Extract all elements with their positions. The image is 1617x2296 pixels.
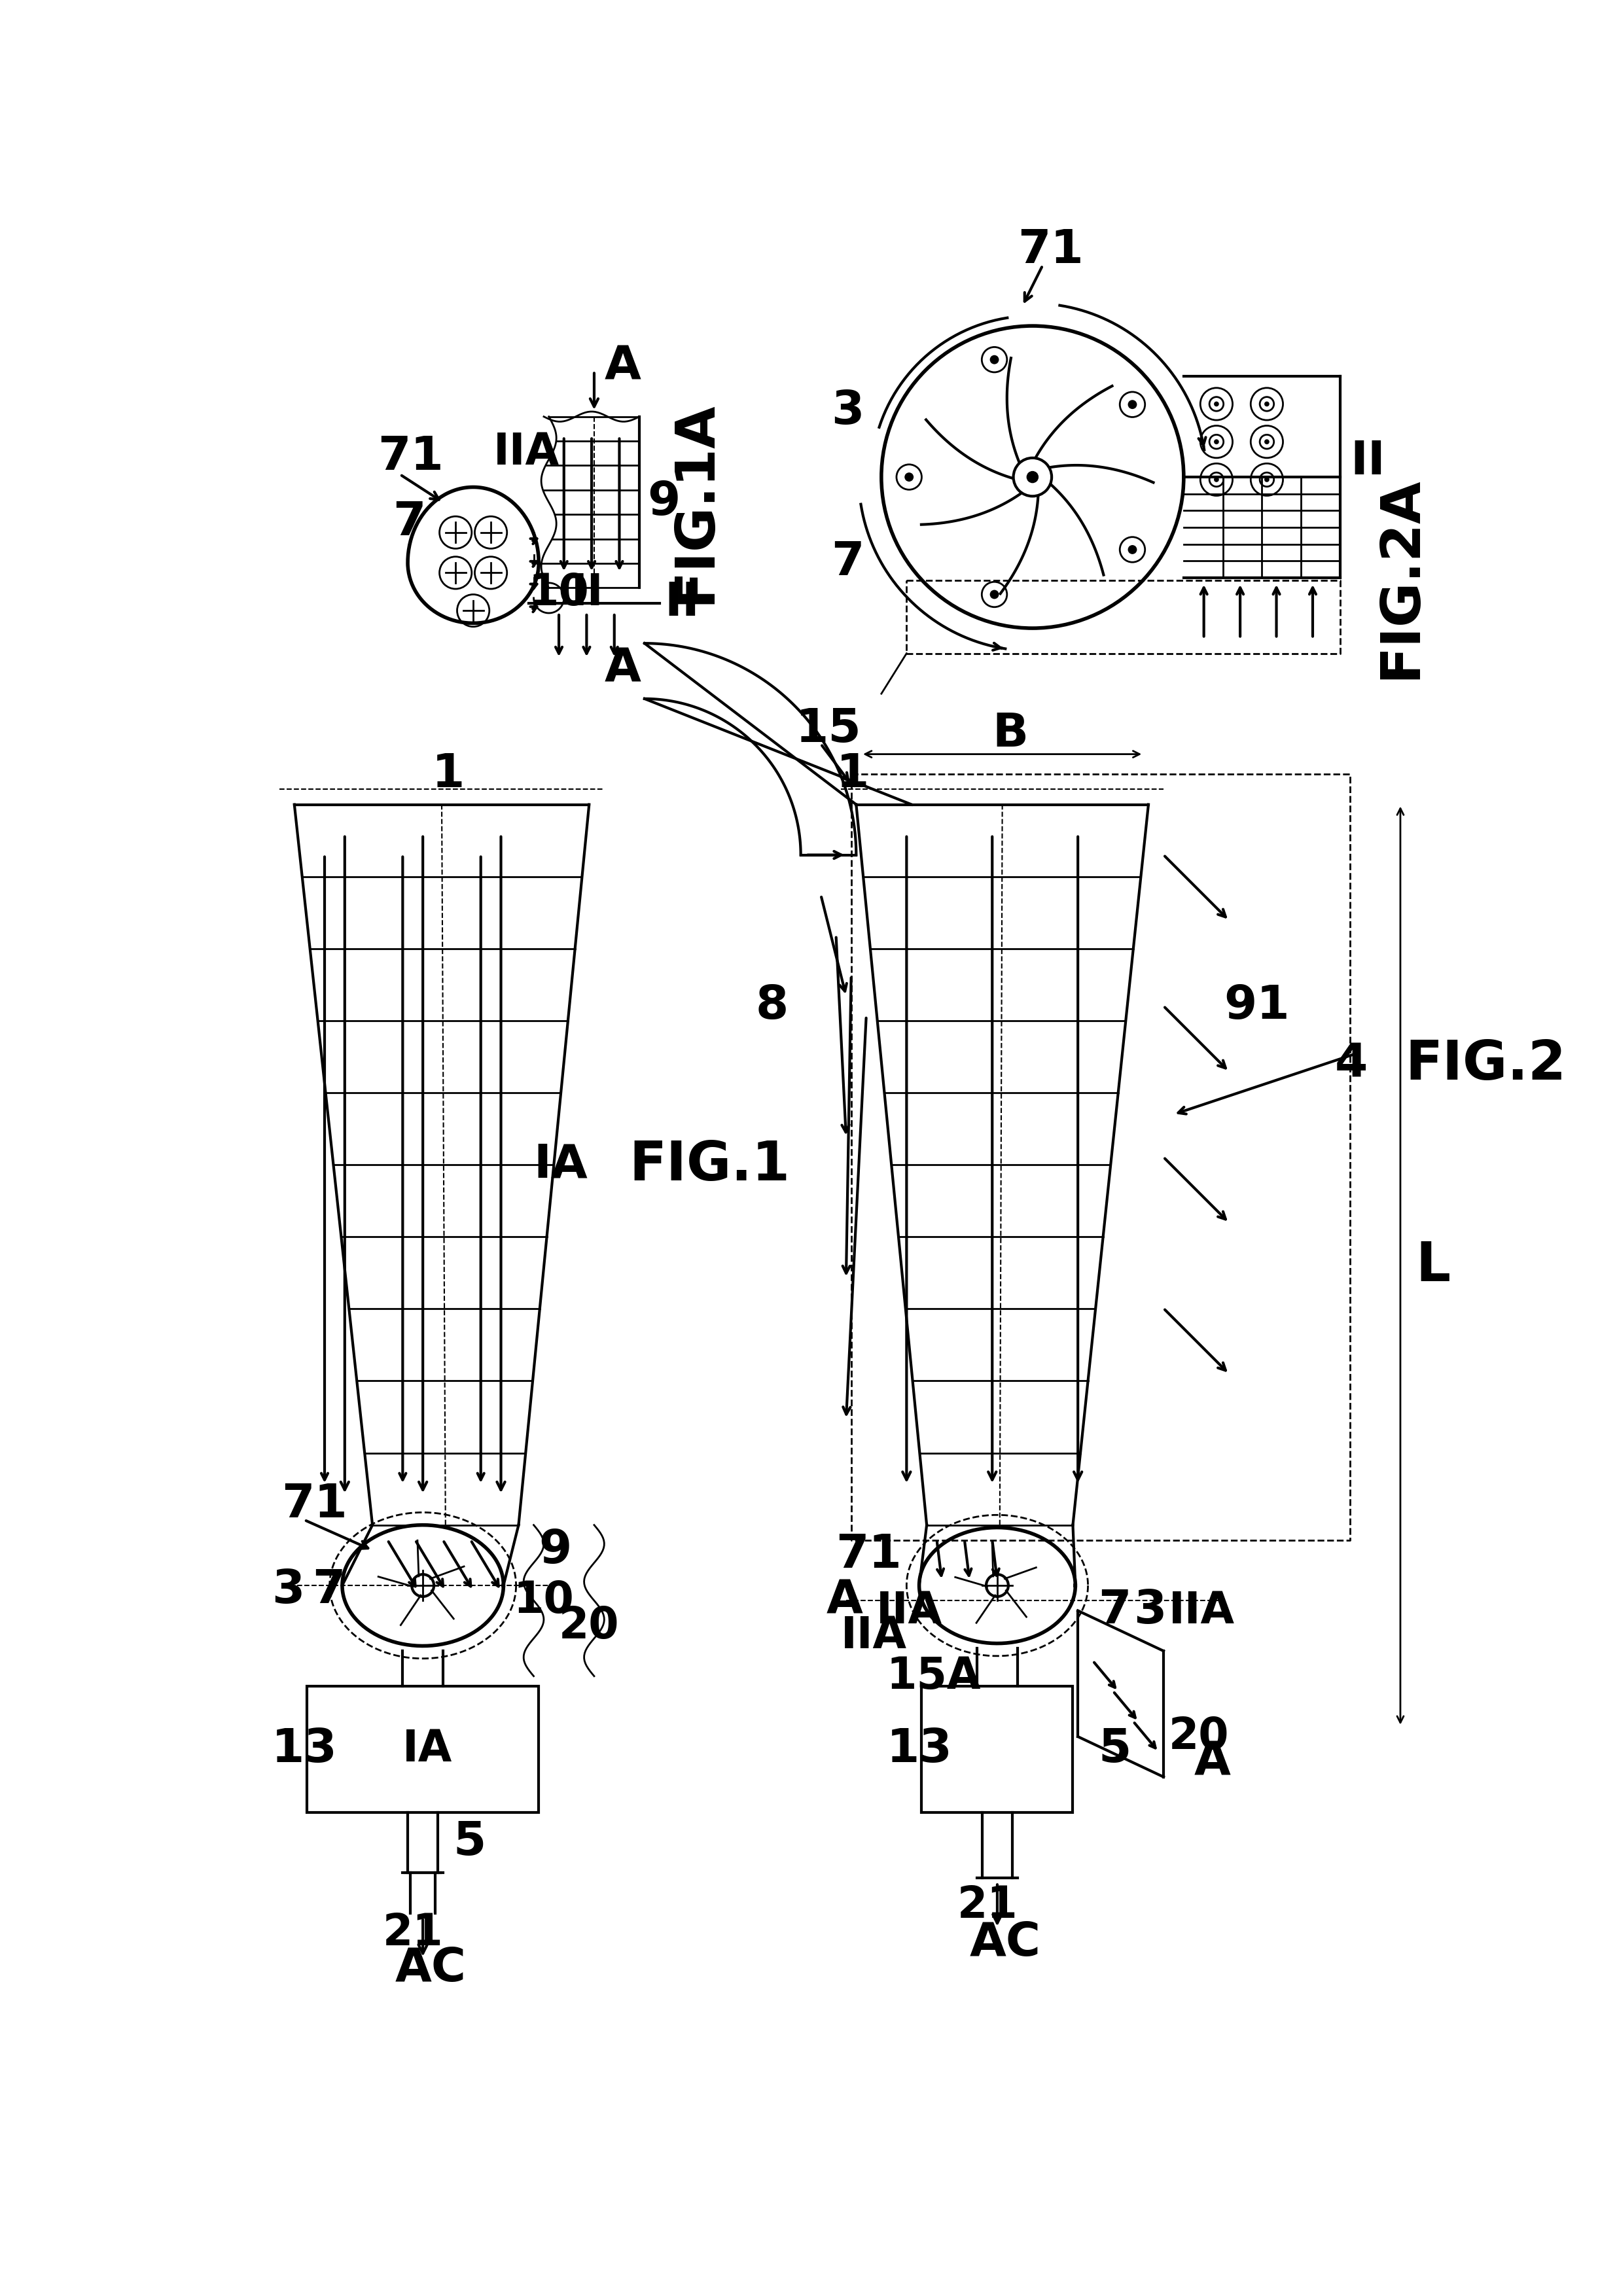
Text: B: B — [993, 712, 1028, 758]
Text: 10: 10 — [514, 1580, 574, 1623]
Text: IA: IA — [403, 1727, 453, 1770]
Circle shape — [986, 1575, 1009, 1596]
Text: A: A — [1193, 1740, 1231, 1784]
Text: A: A — [826, 1577, 862, 1623]
Text: 71: 71 — [281, 1483, 348, 1527]
Circle shape — [1260, 397, 1274, 411]
Bar — [922, 1685, 1072, 1812]
Circle shape — [990, 590, 999, 599]
Text: 8: 8 — [755, 983, 787, 1029]
Circle shape — [412, 1575, 433, 1596]
Circle shape — [1210, 473, 1224, 487]
Circle shape — [1214, 478, 1219, 482]
Text: 5: 5 — [1098, 1727, 1130, 1773]
Circle shape — [1200, 464, 1232, 496]
Text: IIA: IIA — [876, 1589, 943, 1632]
Text: 9: 9 — [647, 480, 679, 526]
Text: 21: 21 — [957, 1883, 1017, 1926]
Text: 1: 1 — [836, 751, 868, 797]
Circle shape — [1264, 439, 1269, 445]
Text: 21: 21 — [383, 1913, 443, 1954]
Circle shape — [1250, 388, 1282, 420]
Text: A: A — [605, 645, 640, 691]
Circle shape — [1260, 434, 1274, 448]
Text: AC: AC — [970, 1922, 1041, 1965]
Text: 15: 15 — [796, 707, 862, 751]
Bar — [307, 1685, 538, 1812]
Text: 7: 7 — [312, 1568, 344, 1614]
Circle shape — [1214, 402, 1219, 406]
Text: FIG.2: FIG.2 — [1405, 1038, 1567, 1091]
Circle shape — [1200, 425, 1232, 457]
Circle shape — [982, 347, 1007, 372]
Text: IIA: IIA — [493, 429, 559, 473]
Circle shape — [458, 595, 490, 627]
Text: II: II — [571, 572, 603, 615]
Text: 20: 20 — [1169, 1715, 1229, 1759]
Text: 71: 71 — [377, 434, 443, 480]
Circle shape — [904, 473, 914, 482]
Text: 13: 13 — [272, 1727, 338, 1773]
Text: 7: 7 — [393, 501, 425, 544]
Circle shape — [440, 556, 472, 588]
Text: 71: 71 — [836, 1534, 902, 1577]
Text: L: L — [1415, 1240, 1450, 1293]
Text: 7: 7 — [831, 540, 863, 585]
Circle shape — [1210, 434, 1224, 448]
Text: 3: 3 — [831, 388, 863, 434]
Text: AC: AC — [395, 1945, 466, 1991]
Circle shape — [1250, 425, 1282, 457]
Text: 3: 3 — [272, 1568, 304, 1614]
Circle shape — [1264, 478, 1269, 482]
Text: 71: 71 — [1017, 227, 1083, 273]
Text: 91: 91 — [1224, 983, 1290, 1029]
Text: 5: 5 — [453, 1821, 487, 1864]
Circle shape — [1210, 397, 1224, 411]
Text: FIG.2A: FIG.2A — [1374, 475, 1426, 680]
Circle shape — [1121, 393, 1145, 418]
Text: 20: 20 — [559, 1605, 619, 1646]
Circle shape — [440, 517, 472, 549]
Text: II: II — [665, 581, 700, 625]
Circle shape — [896, 464, 922, 489]
Text: A: A — [605, 344, 640, 388]
Circle shape — [475, 517, 508, 549]
Text: 10: 10 — [529, 572, 590, 615]
Circle shape — [1200, 388, 1232, 420]
Text: 7: 7 — [1098, 1589, 1130, 1632]
Text: 15A: 15A — [886, 1655, 982, 1697]
Circle shape — [1027, 471, 1038, 482]
Circle shape — [990, 356, 999, 365]
Text: 4: 4 — [1336, 1042, 1368, 1086]
Circle shape — [1260, 473, 1274, 487]
Circle shape — [881, 326, 1184, 629]
Text: IA: IA — [534, 1141, 589, 1187]
Circle shape — [1014, 457, 1051, 496]
Circle shape — [1264, 402, 1269, 406]
Circle shape — [475, 556, 508, 588]
Text: 13: 13 — [886, 1727, 952, 1773]
Text: FIG.1A: FIG.1A — [668, 402, 721, 604]
Text: 3: 3 — [1134, 1589, 1166, 1632]
Circle shape — [1250, 464, 1282, 496]
Text: 1: 1 — [432, 751, 464, 797]
Circle shape — [1129, 544, 1137, 553]
Text: II: II — [1350, 439, 1386, 484]
Circle shape — [1129, 400, 1137, 409]
Circle shape — [1214, 439, 1219, 445]
Text: FIG.1: FIG.1 — [629, 1139, 791, 1192]
Text: IIA: IIA — [841, 1614, 907, 1658]
Text: IIA: IIA — [1169, 1589, 1235, 1632]
Text: 9: 9 — [538, 1527, 572, 1573]
Circle shape — [982, 581, 1007, 606]
Circle shape — [1121, 537, 1145, 563]
